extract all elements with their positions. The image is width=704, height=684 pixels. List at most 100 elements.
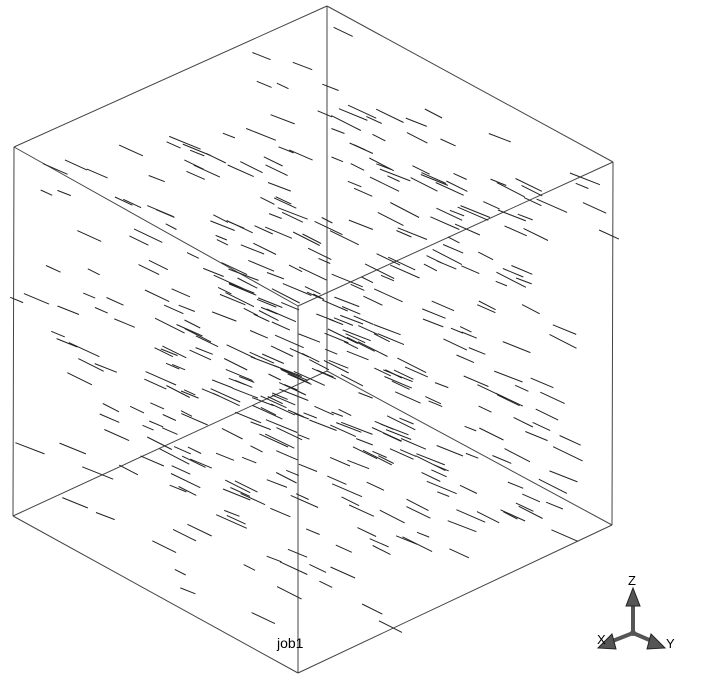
cube-edge (297, 524, 613, 674)
fiber-segment (492, 455, 512, 464)
fiber-segment (273, 365, 302, 377)
fiber-segment (494, 370, 523, 383)
fiber-segment (404, 366, 429, 378)
fiber-segment (227, 164, 254, 178)
fiber-segment (434, 382, 449, 389)
fiber-segment (252, 397, 274, 407)
fiber-segment (376, 163, 392, 170)
fiber-segment (305, 528, 320, 535)
fiber-segment (221, 427, 243, 440)
fiber-segment (346, 336, 375, 352)
fiber-segment (399, 417, 414, 425)
fiber-segment (173, 446, 192, 455)
fiber-segment (385, 369, 403, 379)
fiber-segment (507, 481, 524, 489)
fiber-segment (270, 345, 294, 357)
fiber-segment (252, 52, 271, 61)
fiber-segment (373, 333, 390, 343)
fiber-segment (559, 435, 581, 446)
fiber-segment (152, 540, 177, 554)
fiber-segment (15, 442, 45, 455)
fiber-segment (228, 283, 257, 296)
fiber-segment (446, 180, 468, 192)
fiber-segment (145, 371, 177, 386)
fiber-segment (67, 372, 93, 386)
fiber-segment (148, 259, 169, 271)
fiber-segment (257, 297, 283, 308)
fiber-segment (422, 308, 446, 319)
fiber-segment (278, 146, 294, 154)
fiber-segment (421, 471, 441, 482)
fiber-segment (281, 301, 300, 311)
fiber-segment (372, 133, 386, 142)
fiber-segment (287, 548, 308, 558)
fiber-segment (166, 385, 190, 398)
fiber-segment (523, 227, 549, 241)
fiber-segment (437, 491, 450, 497)
fiber-segment (538, 478, 568, 494)
fiber-segment (465, 452, 479, 459)
fiber-segment (425, 396, 442, 405)
fiber-segment (316, 313, 335, 322)
fiber-segment (500, 509, 526, 522)
fiber-segment (256, 298, 277, 308)
fiber-segment (169, 135, 201, 150)
fiber-segment (180, 410, 193, 417)
fiber-segment (410, 177, 438, 192)
fiber-segment (314, 220, 343, 236)
fiber-segment (517, 213, 533, 221)
fiber-segment (260, 196, 275, 205)
fiber-segment (406, 498, 429, 512)
fiber-segment (378, 620, 403, 633)
fiber-segment (309, 563, 327, 573)
fiber-segment (318, 257, 331, 264)
fiber-segment (250, 421, 271, 431)
fiber-segment (276, 450, 298, 461)
fiber-segment (99, 413, 120, 423)
fiber-segment (514, 384, 529, 392)
fiber-segment (102, 403, 120, 413)
fiber-segment (290, 494, 319, 508)
fiber-segment (140, 455, 165, 467)
fiber-segment (142, 424, 154, 431)
fiber-segment (319, 580, 333, 588)
fiber-segment (443, 338, 468, 351)
fiber-segment (234, 480, 258, 493)
fiber-segment (442, 244, 464, 254)
fiber-segment (463, 375, 489, 387)
fiber-segment (249, 330, 268, 339)
fiber-segment (317, 110, 333, 118)
fiber-segment (270, 403, 295, 416)
fiber-segment (228, 221, 245, 229)
y-axis-label: Y (666, 636, 675, 651)
fiber-segment (431, 469, 447, 478)
fiber-segment (347, 459, 370, 470)
fiber-segment (346, 350, 369, 361)
fiber-segment (240, 161, 263, 174)
fiber-segment (114, 196, 133, 206)
fiber-segment (184, 319, 201, 329)
fiber-segment (378, 455, 394, 464)
fiber-segment (496, 182, 525, 198)
fiber-segment (440, 138, 456, 147)
fiber-segment (261, 353, 285, 364)
fiber-segment (400, 438, 427, 450)
fiber-segment (327, 328, 359, 344)
fiber-segment (178, 486, 197, 496)
fiber-segment (515, 178, 543, 192)
cube-edge (326, 5, 614, 163)
fiber-segment (216, 239, 229, 246)
fiber-segment (309, 419, 337, 431)
fiber-segment (436, 207, 463, 221)
fiber-segment (42, 163, 68, 175)
fiber-segment (226, 344, 256, 359)
fiber-segment (323, 359, 349, 374)
fiber-segment (225, 368, 253, 382)
fiber-segment (160, 348, 178, 357)
fiber-segment (349, 142, 374, 154)
fiber-segment (280, 369, 310, 384)
fiber-segment (334, 296, 360, 308)
fiber-segment (347, 180, 362, 188)
